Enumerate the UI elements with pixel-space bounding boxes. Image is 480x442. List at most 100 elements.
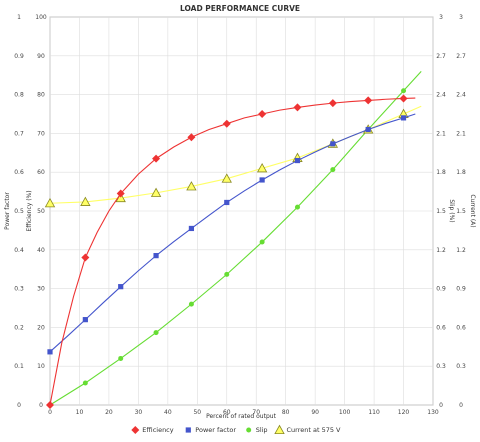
x-tick-label: 30 [135, 409, 143, 416]
current-at-575-v-point [256, 162, 268, 173]
x-tick-label: 70 [252, 409, 260, 416]
y-tick-label-efficiency: 90 [37, 53, 45, 60]
y-axis-label-slip: Slip (%) [448, 199, 455, 222]
efficiency-point [81, 253, 90, 262]
legend-slip-label: Slip [256, 426, 268, 434]
y-tick-label-current: 2.7 [456, 53, 466, 60]
slip-point [224, 271, 230, 277]
power-factor-point [118, 284, 124, 290]
y-tick-label-current: 1.8 [456, 169, 466, 176]
efficiency-point [293, 103, 302, 112]
y-tick-label-current: 1.2 [456, 247, 466, 254]
y-tick-label-power-factor: 0.4 [14, 247, 24, 254]
y-tick-label-efficiency: 10 [37, 363, 45, 370]
legend-power-factor-label: Power factor [195, 426, 236, 434]
x-tick-label: 10 [76, 409, 84, 416]
y-tick-label-efficiency: 100 [35, 14, 47, 21]
y-tick-label-current: 0.6 [456, 324, 466, 331]
y-tick-label-current: 2.4 [456, 92, 466, 99]
efficiency-point [116, 189, 125, 198]
efficiency-point [222, 119, 231, 128]
series-layer [44, 70, 422, 409]
y-tick-label-slip: 2.4 [436, 92, 446, 99]
x-tick-label: 20 [105, 409, 113, 416]
legend-efficiency-label: Efficiency [142, 426, 173, 434]
y-tick-label-efficiency: 70 [37, 130, 45, 137]
y-tick-label-slip: 0.6 [436, 324, 446, 331]
efficiency-point [187, 133, 196, 142]
y-axis-label-efficiency: Efficiency (%) [26, 190, 33, 231]
efficiency-point [399, 94, 408, 103]
slip-point [82, 380, 88, 386]
x-tick-label: 100 [339, 409, 351, 416]
x-tick-label: 0 [48, 409, 52, 416]
slip-point [259, 239, 265, 245]
y-tick-label-power-factor: 0.9 [14, 53, 24, 60]
current-at-575-v-point [44, 197, 56, 208]
current-at-575-v-point [221, 173, 232, 183]
y-tick-label-efficiency: 40 [37, 247, 45, 254]
y-tick-label-current: 0.9 [456, 286, 466, 293]
x-tick-label: 90 [311, 409, 319, 416]
y-tick-label-power-factor: 0 [17, 402, 21, 409]
slip-point [294, 204, 300, 210]
power-factor-point [294, 157, 301, 164]
y-tick-label-slip: 1.2 [436, 247, 446, 254]
power-factor-point [153, 253, 159, 259]
y-tick-label-slip: 3 [439, 14, 443, 21]
y-tick-label-power-factor: 0.7 [14, 130, 24, 137]
slip-point [330, 167, 336, 173]
power-factor-line [49, 113, 416, 353]
legend: Efficiency Power factor Slip Current at 575… [131, 424, 342, 435]
y-tick-label-current: 0 [459, 402, 463, 409]
legend-slip-icon [246, 427, 252, 433]
y-tick-label-power-factor: 0.2 [14, 324, 24, 331]
x-tick-label: 120 [398, 409, 410, 416]
y-tick-label-current: 3 [459, 14, 463, 21]
y-tick-label-power-factor: 1 [17, 14, 21, 21]
efficiency-point [46, 401, 54, 409]
y-tick-label-power-factor: 0.8 [14, 92, 24, 99]
slip-point [188, 301, 194, 307]
slip-point [118, 355, 124, 361]
x-tick-label: 40 [164, 409, 172, 416]
legend-power-factor-icon [185, 427, 191, 433]
y-tick-label-current: 2.1 [456, 130, 466, 137]
y-tick-label-efficiency: 30 [37, 286, 45, 293]
y-tick-label-power-factor: 0.3 [14, 286, 24, 293]
legend-current-at-575-v-label: Current at 575 V [287, 426, 342, 434]
chart-title: LOAD PERFORMANCE CURVE [180, 4, 300, 13]
y-tick-label-slip: 2.1 [436, 130, 446, 137]
x-tick-label: 50 [193, 409, 201, 416]
efficiency-line [49, 97, 416, 406]
x-tick-label: 130 [427, 409, 439, 416]
power-factor-point [259, 177, 265, 183]
axis-ticks: 0 10 20 30 40 50 60 70 80 90 100 110 120 13000.10.20.… [14, 14, 466, 416]
power-factor-point [330, 141, 336, 147]
y-tick-label-efficiency: 20 [37, 324, 45, 331]
y-tick-label-current: 0.3 [456, 363, 466, 370]
legend-current-at-575-v-icon [274, 424, 285, 435]
x-tick-label: 110 [368, 409, 380, 416]
y-tick-label-power-factor: 0.6 [14, 169, 24, 176]
x-tick-label: 80 [282, 409, 290, 416]
y-tick-label-efficiency: 50 [37, 208, 45, 215]
slip-point [401, 88, 407, 94]
power-factor-point [365, 126, 371, 133]
x-tick-label: 60 [223, 409, 231, 416]
y-tick-label-power-factor: 0.1 [14, 363, 24, 370]
current-at-575-v-point [150, 187, 162, 197]
y-tick-label-efficiency: 0 [39, 402, 43, 409]
efficiency-point [258, 110, 267, 118]
y-tick-label-current: 1.5 [456, 208, 466, 215]
power-factor-point [82, 317, 88, 323]
y-tick-label-slip: 2.7 [436, 53, 446, 60]
power-factor-point [188, 225, 195, 232]
grid-lines [49, 16, 434, 406]
slip-point [153, 330, 159, 336]
y-tick-label-slip: 0.9 [436, 286, 446, 293]
current-at-575-v-point [80, 196, 91, 206]
efficiency-point [364, 96, 373, 105]
current-at-575-v-point [186, 181, 197, 191]
